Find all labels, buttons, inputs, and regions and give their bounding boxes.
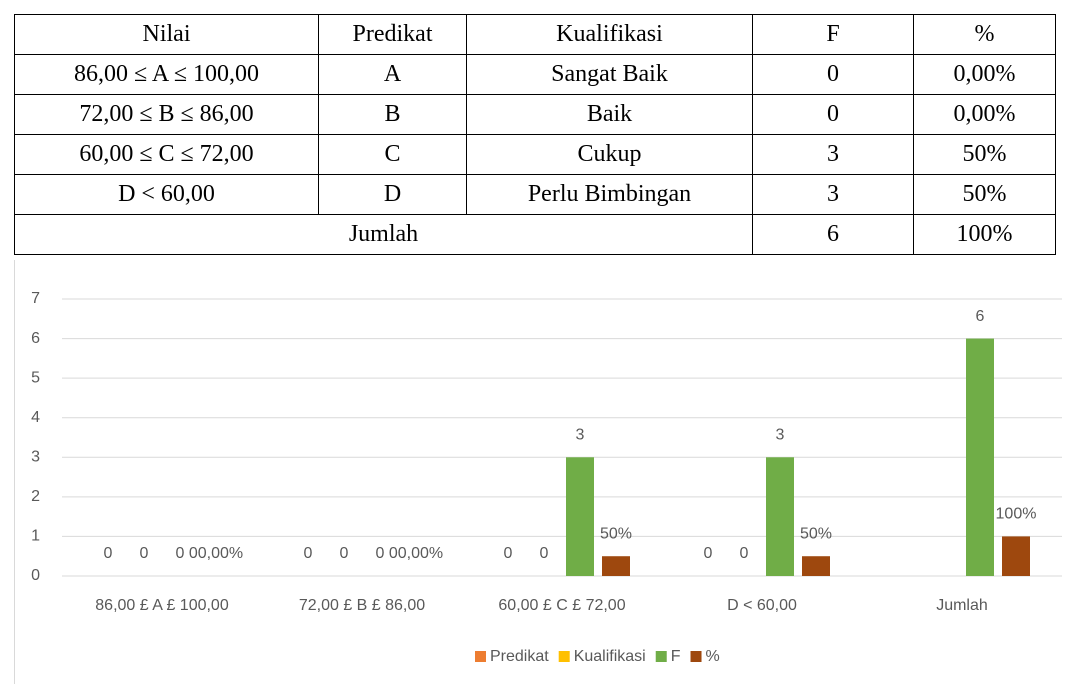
cell: 50% (913, 174, 1056, 215)
legend-swatch (475, 651, 486, 662)
bar (566, 457, 594, 576)
x-tick-label: 60,00 £ C £ 72,00 (498, 597, 625, 614)
y-tick-label: 3 (31, 449, 40, 466)
cell: Nilai (14, 14, 319, 55)
cell: 3 (752, 174, 914, 215)
data-label: 0 (104, 545, 113, 562)
data-label: 50% (600, 525, 632, 542)
data-label: 3 (776, 427, 785, 444)
legend-label: F (671, 648, 681, 665)
x-tick-label: 72,00 £ B £ 86,00 (299, 597, 425, 614)
cell: 100% (913, 214, 1056, 255)
data-label: 50% (800, 525, 832, 542)
data-label: 0 (176, 545, 185, 562)
data-label: 100% (996, 506, 1037, 523)
data-label: 0 (704, 545, 713, 562)
bar (602, 556, 630, 576)
legend-swatch (690, 651, 702, 662)
cell: A (318, 54, 467, 95)
bar (802, 556, 830, 576)
data-label: 0 (376, 545, 385, 562)
data-label: 6 (976, 308, 985, 325)
cell: 0,00% (913, 54, 1056, 95)
data-label: 0 (540, 545, 549, 562)
cell: 0 (752, 94, 914, 135)
cell: B (318, 94, 467, 135)
cell: 86,00 ≤ A ≤ 100,00 (14, 54, 319, 95)
x-tick-label: Jumlah (936, 597, 988, 614)
cell: D (318, 174, 467, 215)
data-label: 00,00% (389, 545, 443, 562)
cell: 0 (752, 54, 914, 95)
cell: Perlu Bimbingan (466, 174, 753, 215)
data-label: 0 (504, 545, 513, 562)
legend-swatch (558, 651, 570, 662)
legend-label: Predikat (490, 648, 549, 665)
legend-label: Kualifikasi (574, 648, 646, 665)
row: 86,00 ≤ A ≤ 100,00 A Sangat Baik 0 0,00% (14, 54, 1056, 95)
x-tick-label: D < 60,00 (727, 597, 797, 614)
bar (966, 338, 994, 576)
cell: Baik (466, 94, 753, 135)
row: D < 60,00 D Perlu Bimbingan 3 50% (14, 174, 1056, 215)
y-tick-label: 7 (31, 290, 40, 307)
data-label: 3 (576, 427, 585, 444)
cell: D < 60,00 (14, 174, 319, 215)
data-label: 0 (740, 545, 749, 562)
bar (766, 457, 794, 576)
cell: Sangat Baik (466, 54, 753, 95)
cell: 72,00 ≤ B ≤ 86,00 (14, 94, 319, 135)
y-tick-label: 1 (31, 528, 40, 545)
y-tick-label: 5 (31, 369, 40, 386)
bar (1002, 536, 1030, 576)
cell: 0,00% (913, 94, 1056, 135)
row: 72,00 ≤ B ≤ 86,00 B Baik 0 0,00% (14, 94, 1056, 135)
cell: C (318, 134, 467, 175)
data-label: 0 (140, 545, 149, 562)
legend-swatch (655, 651, 667, 662)
y-tick-label: 2 (31, 488, 40, 505)
y-tick-label: 4 (31, 409, 40, 426)
y-tick-label: 6 (31, 330, 40, 347)
x-tick-label: 86,00 £ A £ 100,00 (95, 597, 229, 614)
footer-row: Jumlah 6 100% (14, 214, 1056, 255)
cell: Kualifikasi (466, 14, 753, 55)
cell: Cukup (466, 134, 753, 175)
legend-label: % (706, 648, 720, 665)
table-body: 86,00 ≤ A ≤ 100,00 A Sangat Baik 0 0,00% 72,0… (14, 54, 1056, 255)
cell: Jumlah (14, 214, 753, 255)
y-tick-label: 0 (31, 567, 40, 584)
data-label: 0 (304, 545, 313, 562)
cell: 50% (913, 134, 1056, 175)
cell: Predikat (318, 14, 467, 55)
data-label: 00,00% (189, 545, 243, 562)
table: Nilai Predikat Kualifikasi F % 86,00 ≤ A… (14, 14, 1056, 255)
data-label: 0 (340, 545, 349, 562)
row: 60,00 ≤ C ≤ 72,00 C Cukup 3 50% (14, 134, 1056, 175)
